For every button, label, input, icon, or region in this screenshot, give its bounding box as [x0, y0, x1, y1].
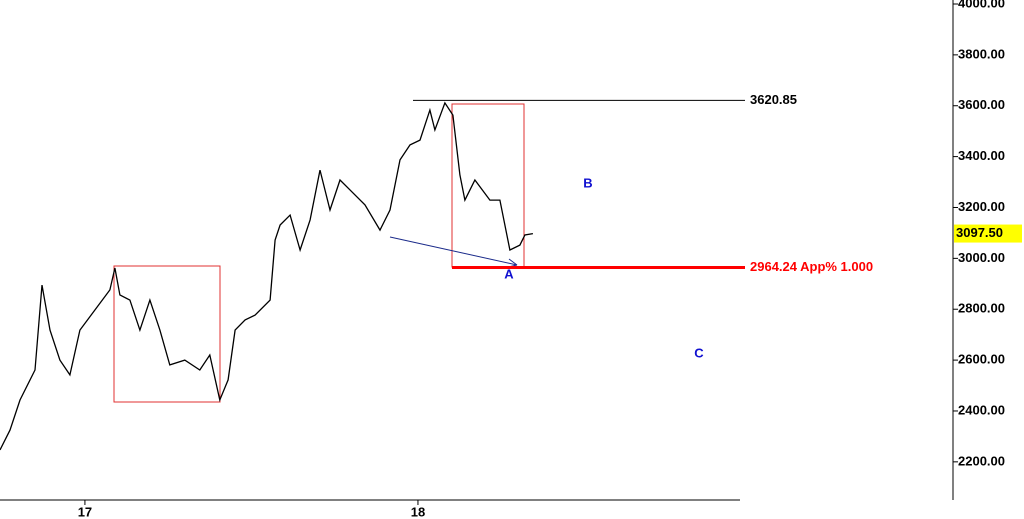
- x-tick-label: 17: [78, 504, 92, 519]
- y-tick-label: 3600.00: [958, 97, 1005, 112]
- y-tick-label: 3200.00: [958, 199, 1005, 214]
- pattern-box: [113, 265, 221, 403]
- y-tick-label: 3800.00: [958, 46, 1005, 61]
- wave-label: C: [694, 345, 704, 360]
- y-tick-label: 2800.00: [958, 301, 1005, 316]
- pattern-box: [451, 103, 525, 268]
- wave-label: B: [583, 175, 592, 190]
- y-tick-label: 2200.00: [958, 453, 1005, 468]
- y-tick-label: 2600.00: [958, 352, 1005, 367]
- y-tick-label: 4000.00: [958, 0, 1005, 10]
- y-tick-label: 2400.00: [958, 402, 1005, 417]
- x-tick-label: 18: [411, 504, 425, 519]
- last-price-label: 3097.50: [956, 225, 1003, 240]
- last-price-box: [954, 224, 1022, 243]
- price-line: [0, 101, 534, 451]
- level-label: 2964.24 App% 1.000: [750, 259, 873, 274]
- level-label: 3620.85: [750, 92, 797, 107]
- y-tick-label: 3000.00: [958, 250, 1005, 265]
- wave-label: A: [504, 266, 514, 281]
- arrow: [389, 236, 518, 266]
- y-tick-label: 3400.00: [958, 148, 1005, 163]
